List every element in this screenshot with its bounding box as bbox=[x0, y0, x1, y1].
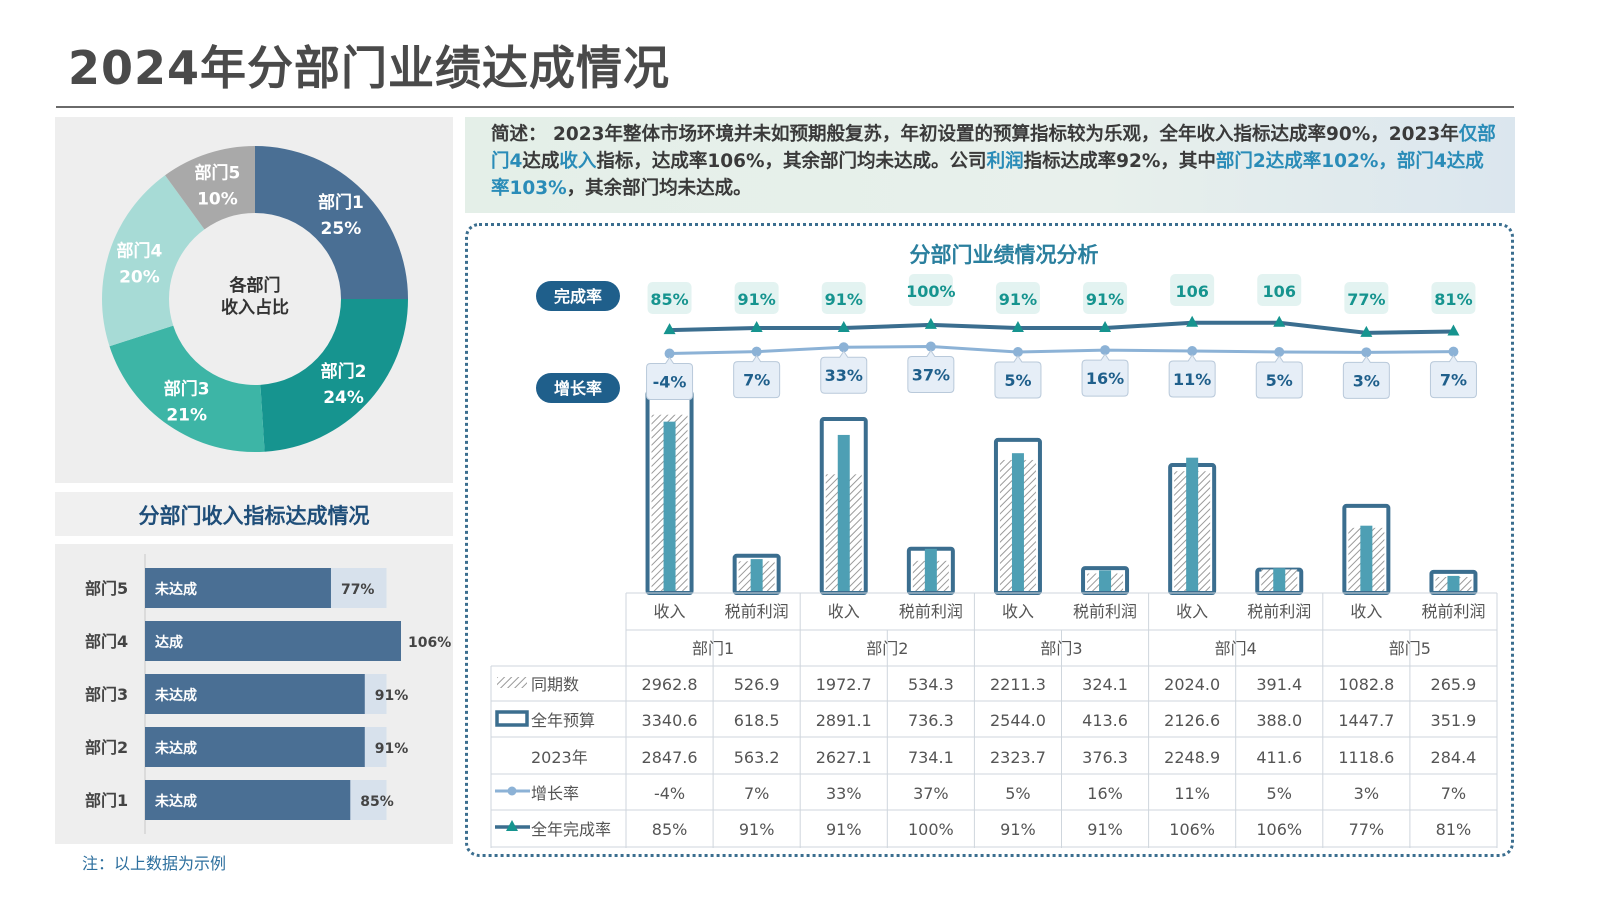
summary-highlight: 部门2达成率102%，部门4达成率103% bbox=[491, 151, 1484, 199]
hbar-value-label: 77% bbox=[341, 582, 375, 598]
pie-slice-name: 部门4 bbox=[117, 240, 163, 261]
summary-box: 简述： 2023年整体市场环境并未如预期般复苏，年初设置的预算指标较为乐观，全年… bbox=[465, 117, 1515, 213]
hbar-category-label: 部门3 bbox=[85, 685, 128, 704]
summary-segment: 指标，达成率106%，其余部门均未达成。公司 bbox=[596, 151, 987, 172]
pie-center-title: 收入占比 bbox=[221, 297, 289, 318]
performance-chart-frame bbox=[465, 223, 1514, 857]
pie-slice-value-label: 21% bbox=[166, 405, 207, 425]
hbar-category-label: 部门2 bbox=[85, 738, 128, 757]
hbar-bar bbox=[145, 727, 365, 767]
pie-slice-name: 部门5 bbox=[195, 162, 241, 183]
pie-panel: 部门1 25% 部门2 24% 部门3 21% 部门4 20% 部门5 10% 各部门 收入占比 bbox=[55, 117, 453, 483]
pie-slice-value-label: 25% bbox=[321, 219, 362, 239]
pie-slice-name: 部门1 bbox=[318, 192, 364, 213]
hbar-category-label: 部门1 bbox=[85, 791, 128, 810]
summary-highlight: 利润 bbox=[986, 151, 1024, 172]
pie-slice-value-label: 10% bbox=[197, 189, 238, 209]
hbar-value-label: 91% bbox=[375, 688, 409, 704]
summary-segment: 2023年整体市场环境并未如预期般复苏，年初设置的预算指标较为乐观，全年收入指标… bbox=[552, 124, 1459, 145]
revenue-target-hbar-chart: 部门5 未达成 77% 部门4 达成 106% 部门3 未达成 91% 部门2 未达成 91% 部门1 未… bbox=[85, 554, 451, 834]
summary-text: 简述： 2023年整体市场环境并未如预期般复苏，年初设置的预算指标较为乐观，全年… bbox=[465, 117, 1515, 202]
hbar-status-label: 未达成 bbox=[155, 687, 197, 704]
footnote: 注：以上数据为示例 bbox=[82, 854, 227, 873]
hbar-status-label: 未达成 bbox=[155, 793, 197, 810]
summary-highlight: 仅部门4 bbox=[491, 124, 1496, 172]
pie-slice-value-label: 24% bbox=[323, 388, 364, 408]
hbar-value-label: 106% bbox=[408, 635, 451, 651]
hbar-title-box: 分部门收入指标达成情况 bbox=[55, 492, 453, 536]
page-title: 2024年分部门业绩达成情况 bbox=[68, 41, 671, 95]
pie-slice-2 bbox=[260, 299, 408, 452]
pie-slice-3 bbox=[109, 325, 265, 452]
hbar-bar bbox=[145, 780, 351, 820]
hbar-status-label: 达成 bbox=[155, 634, 183, 651]
hbar-bar bbox=[145, 568, 331, 608]
hbar-bar bbox=[145, 674, 365, 714]
hbar-value-label: 85% bbox=[360, 794, 394, 810]
hbar-chart-title: 分部门收入指标达成情况 bbox=[138, 504, 370, 528]
hbar-panel: 部门5 未达成 77% 部门4 达成 106% 部门3 未达成 91% 部门2 未达成 91% 部门1 未… bbox=[55, 544, 453, 844]
hbar-bar bbox=[145, 621, 401, 661]
hbar-status-label: 未达成 bbox=[155, 581, 197, 598]
pie-center-title: 各部门 bbox=[229, 275, 281, 296]
pie-slice-value-label: 20% bbox=[119, 267, 160, 287]
summary-highlight: 收入 bbox=[559, 151, 597, 172]
pie-slice-4 bbox=[102, 175, 205, 347]
hbar-value-label: 91% bbox=[375, 741, 409, 757]
summary-label: 简述： bbox=[491, 124, 553, 145]
pie-slice-5 bbox=[165, 146, 255, 230]
hbar-status-label: 未达成 bbox=[155, 740, 197, 757]
hbar-category-label: 部门4 bbox=[85, 632, 128, 651]
hbar-category-label: 部门5 bbox=[85, 579, 128, 598]
pie-slice-name: 部门2 bbox=[321, 361, 367, 382]
summary-segment: 指标达成率92%，其中 bbox=[1023, 151, 1216, 172]
pie-slice-name: 部门3 bbox=[164, 378, 210, 399]
summary-segment: ，其余部门均未达成。 bbox=[566, 178, 752, 199]
pie-slice-1 bbox=[255, 146, 408, 299]
title-divider bbox=[56, 106, 1514, 108]
summary-segment: 达成 bbox=[522, 151, 560, 172]
